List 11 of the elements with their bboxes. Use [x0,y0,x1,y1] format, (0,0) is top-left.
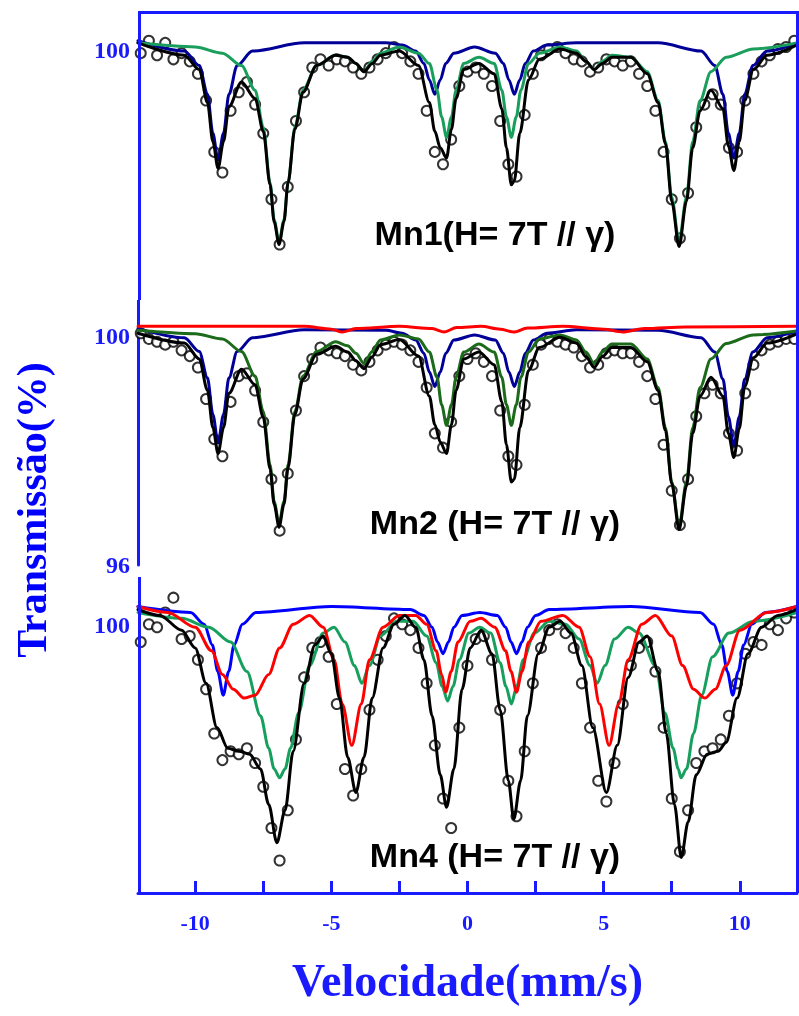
x-tick-label: -10 [180,909,210,935]
x-axis-title: Velocidade(mm/s) [292,954,643,1006]
annotation: Mn4 (H= 7T // γ) [369,836,621,874]
x-tick-label: -5 [322,909,341,935]
x-tick-label: 5 [598,909,610,935]
x-tick-label: 10 [728,909,751,935]
x-tick-label: 0 [462,909,473,935]
y-tick-label: 96 [106,552,130,578]
annotation: Mn2 (H= 7T // γ) [369,503,621,541]
y-axis-title: Transmissão(%) [8,362,56,658]
annotation: Mn1(H= 7T // γ) [374,214,616,252]
